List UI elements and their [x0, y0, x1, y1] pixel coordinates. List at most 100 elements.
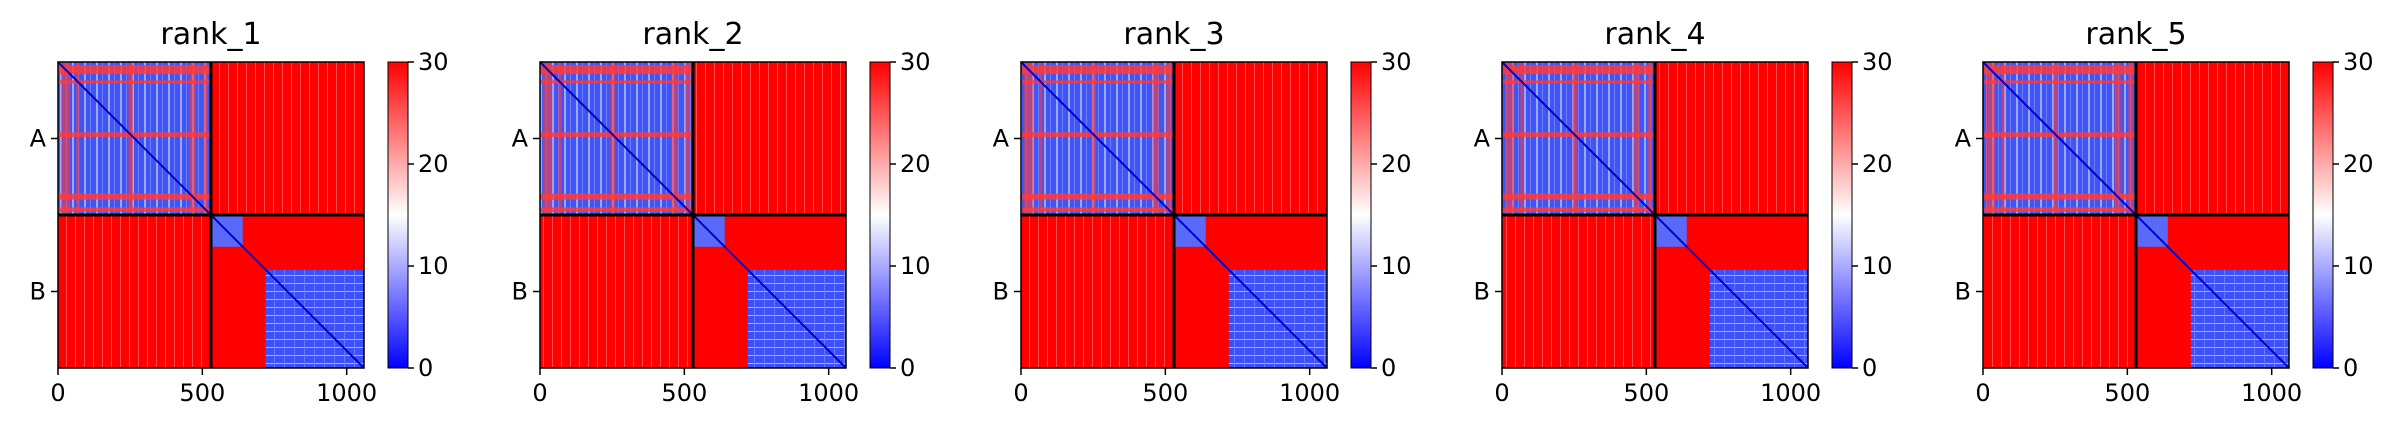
x-tick-label: 1000 — [316, 379, 377, 407]
stripe-row-a — [1983, 193, 2136, 200]
y-tick-label: A — [512, 125, 529, 153]
plot-frame — [539, 61, 847, 369]
panel-2: rank_2 0 500 1000 A B 0 10 20 30 — [512, 17, 931, 407]
stripe-row-a — [1983, 207, 2136, 212]
plot-frame — [1020, 61, 1328, 369]
x-tick-label: 1000 — [798, 379, 859, 407]
stripe-col-a — [2114, 62, 2121, 215]
stripe-col-a — [1520, 62, 1524, 215]
panel-title: rank_1 — [160, 17, 261, 52]
colorbar-tick-label: 20 — [900, 150, 931, 178]
stripe-row-a — [1502, 132, 1655, 137]
block-b-a — [58, 215, 211, 368]
y-tick-label: B — [993, 278, 1009, 306]
y-tick-label: B — [1955, 278, 1971, 306]
stripe-row-a — [58, 65, 211, 75]
stripe-row-a — [58, 80, 211, 84]
panel-title: rank_5 — [2085, 17, 2186, 52]
plot-frame — [57, 61, 365, 369]
colorbar — [869, 61, 891, 369]
y-tick-label: B — [30, 278, 46, 306]
y-tick-label: A — [30, 125, 47, 153]
colorbar-tick-label: 0 — [1381, 354, 1396, 382]
stripe-row-a — [1983, 65, 2136, 75]
stripe-col-a — [685, 62, 690, 215]
stripe-col-a — [189, 62, 196, 215]
stripe-row-a — [1021, 65, 1174, 75]
colorbar-tick-label: 30 — [1862, 48, 1893, 76]
stripe-row-a — [1021, 132, 1174, 137]
colorbar — [1831, 61, 1853, 369]
x-tick-label: 500 — [179, 379, 225, 407]
stripe-col-a — [76, 62, 80, 215]
y-tick-label: A — [993, 125, 1010, 153]
block-b-a — [1983, 215, 2136, 368]
stripe-col-a — [1166, 62, 1171, 215]
stripe-col-a — [1572, 62, 1577, 215]
y-tick-label: B — [512, 278, 528, 306]
x-tick-label: 500 — [661, 379, 707, 407]
stripe-row-a — [1502, 207, 1655, 212]
stripe-row-a — [1983, 80, 2136, 84]
colorbar-tick-label: 20 — [1862, 150, 1893, 178]
stripe-row-a — [1502, 65, 1655, 75]
stripe-col-a — [558, 62, 562, 215]
colorbar — [1350, 61, 1372, 369]
x-tick-label: 1000 — [1760, 379, 1821, 407]
stripe-row-a — [540, 80, 693, 84]
stripe-col-a — [1986, 62, 1996, 215]
x-tick-label: 0 — [1494, 379, 1509, 407]
block-a-b — [2136, 62, 2289, 215]
x-tick-label: 0 — [50, 379, 65, 407]
x-tick-label: 500 — [1142, 379, 1188, 407]
colorbar-tick-label: 20 — [418, 150, 449, 178]
block-a-b — [211, 62, 364, 215]
x-tick-label: 1000 — [1279, 379, 1340, 407]
stripe-col-a — [1024, 62, 1034, 215]
stripe-row-a — [540, 132, 693, 137]
colorbar-tick-label: 0 — [2343, 354, 2358, 382]
stripe-row-a — [1021, 80, 1174, 84]
stripe-row-a — [540, 207, 693, 212]
block-b-a — [1502, 215, 1655, 368]
colorbar-tick-label: 30 — [2343, 48, 2374, 76]
stripe-col-a — [1647, 62, 1652, 215]
stripe-col-a — [2001, 62, 2005, 215]
colorbar-tick-label: 20 — [2343, 150, 2374, 178]
panel-title: rank_2 — [642, 17, 743, 52]
y-tick-label: B — [1474, 278, 1490, 306]
stripe-row-a — [58, 207, 211, 212]
block-b-a — [1021, 215, 1174, 368]
stripe-col-a — [543, 62, 553, 215]
stripe-row-a — [58, 193, 211, 200]
x-tick-label: 0 — [1975, 379, 1990, 407]
stripe-col-a — [61, 62, 71, 215]
colorbar-tick-label: 30 — [1381, 48, 1412, 76]
colorbar-tick-label: 20 — [1381, 150, 1412, 178]
stripe-col-a — [1505, 62, 1515, 215]
x-tick-label: 0 — [1013, 379, 1028, 407]
colorbar-tick-label: 30 — [418, 48, 449, 76]
stripe-col-a — [1039, 62, 1043, 215]
colorbar-tick-label: 10 — [2343, 252, 2374, 280]
stripe-col-a — [2128, 62, 2133, 215]
stripe-row-a — [1502, 193, 1655, 200]
plot-frame — [1982, 61, 2290, 369]
stripe-row-a — [1021, 193, 1174, 200]
x-tick-label: 1000 — [2241, 379, 2302, 407]
panel-title: rank_3 — [1123, 17, 1224, 52]
stripe-col-a — [610, 62, 615, 215]
colorbar — [2312, 61, 2334, 369]
stripe-col-a — [1091, 62, 1096, 215]
x-tick-label: 500 — [1623, 379, 1669, 407]
panel-4: rank_4 0 500 1000 A B 0 10 20 30 — [1474, 17, 1893, 407]
colorbar — [387, 61, 409, 369]
stripe-col-a — [128, 62, 133, 215]
colorbar-tick-label: 0 — [1862, 354, 1877, 382]
colorbar-tick-label: 10 — [1381, 252, 1412, 280]
block-a-b — [693, 62, 846, 215]
colorbar-tick-label: 10 — [1862, 252, 1893, 280]
y-tick-label: A — [1474, 125, 1491, 153]
colorbar-tick-label: 10 — [900, 252, 931, 280]
